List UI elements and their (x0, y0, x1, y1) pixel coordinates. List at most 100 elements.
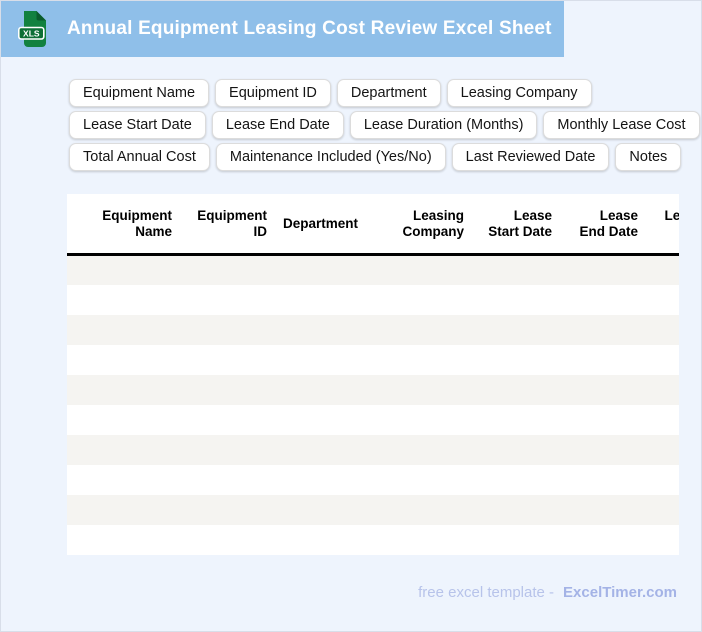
table-row (67, 284, 679, 315)
table-cell (382, 434, 474, 465)
table-cell (182, 494, 277, 525)
table-cell (562, 344, 648, 375)
tag-row-2: Lease Start Date Lease End Date Lease Du… (69, 111, 700, 139)
tag-lease-duration[interactable]: Lease Duration (Months) (349, 111, 538, 139)
tag-lease-end-date[interactable]: Lease End Date (211, 111, 344, 139)
column-header-equipment-id: Equipment ID (182, 194, 277, 256)
table-cell (182, 314, 277, 345)
table-cell (67, 284, 182, 315)
table-cell (562, 434, 648, 465)
tag-lease-start-date[interactable]: Lease Start Date (69, 111, 206, 139)
tag-last-reviewed-date[interactable]: Last Reviewed Date (451, 143, 610, 171)
table-cell (474, 284, 562, 315)
table-row (67, 404, 679, 435)
table-cell (562, 284, 648, 315)
tag-row-1: Equipment Name Equipment ID Department L… (69, 79, 700, 107)
table-cell (382, 314, 474, 345)
table-cell (648, 404, 679, 435)
table-cell (382, 284, 474, 315)
tag-department[interactable]: Department (336, 79, 441, 107)
table-cell (182, 284, 277, 315)
footer-text: free excel template - (418, 584, 555, 601)
table-cell (182, 344, 277, 375)
table-cell (562, 374, 648, 405)
table-cell (67, 524, 182, 555)
table-cell (648, 494, 679, 525)
tag-notes[interactable]: Notes (615, 143, 682, 171)
table-cell (474, 344, 562, 375)
column-header-department: Department (277, 194, 382, 256)
table-cell (182, 434, 277, 465)
table-cell (474, 494, 562, 525)
column-header-lease-duration: Lease Duration (Months) (648, 194, 679, 256)
table-cell (277, 404, 382, 435)
title-bar: XLS Annual Equipment Leasing Cost Review… (1, 1, 564, 57)
page-title: Annual Equipment Leasing Cost Review Exc… (67, 18, 552, 39)
column-header-lease-start-date: Lease Start Date (474, 194, 562, 256)
table-cell (474, 464, 562, 495)
table-cell (67, 434, 182, 465)
tag-maintenance-included[interactable]: Maintenance Included (Yes/No) (215, 143, 446, 171)
tag-equipment-name[interactable]: Equipment Name (69, 79, 210, 107)
column-header-lease-end-date: Lease End Date (562, 194, 648, 256)
xls-icon-label: XLS (23, 28, 40, 38)
table-cell (474, 434, 562, 465)
footer-brand-link[interactable]: ExcelTimer.com (563, 584, 677, 601)
column-header-equipment-name: Equipment Name (67, 194, 182, 256)
table-body (67, 254, 679, 555)
table-cell (67, 314, 182, 345)
table-cell (474, 254, 562, 285)
table-cell (648, 464, 679, 495)
xls-file-icon: XLS (17, 10, 49, 48)
table-cell (648, 524, 679, 555)
table-cell (562, 404, 648, 435)
table-cell (474, 524, 562, 555)
table-cell (562, 314, 648, 345)
table-cell (562, 254, 648, 285)
preview-table: Equipment Name Equipment ID Department L… (67, 194, 679, 555)
table-cell (648, 434, 679, 465)
tag-monthly-lease-cost[interactable]: Monthly Lease Cost (543, 111, 700, 139)
table-cell (474, 404, 562, 435)
table-cell (382, 494, 474, 525)
field-tag-list: Equipment Name Equipment ID Department L… (69, 79, 700, 171)
table-cell (562, 464, 648, 495)
table-cell (277, 374, 382, 405)
table-cell (474, 314, 562, 345)
table-cell (67, 254, 182, 285)
footer: free excel template - ExcelTimer.com (418, 584, 677, 601)
table-cell (277, 464, 382, 495)
table-cell (182, 404, 277, 435)
table-cell (277, 434, 382, 465)
table-cell (277, 344, 382, 375)
table-cell (382, 344, 474, 375)
table-cell (382, 464, 474, 495)
table-row (67, 254, 679, 285)
tag-equipment-id[interactable]: Equipment ID (215, 79, 331, 107)
table-cell (382, 524, 474, 555)
table-cell (67, 464, 182, 495)
table-header-row: Equipment Name Equipment ID Department L… (67, 194, 679, 256)
table-row (67, 374, 679, 405)
table-cell (67, 344, 182, 375)
table-cell (182, 464, 277, 495)
table-cell (382, 254, 474, 285)
tag-total-annual-cost[interactable]: Total Annual Cost (69, 143, 210, 171)
table-cell (277, 284, 382, 315)
table-cell (277, 254, 382, 285)
table-cell (277, 314, 382, 345)
table-cell (277, 524, 382, 555)
table-cell (648, 314, 679, 345)
table-row (67, 314, 679, 345)
preview-table-container: Equipment Name Equipment ID Department L… (67, 194, 679, 555)
table-cell (382, 374, 474, 405)
table-cell (562, 494, 648, 525)
table-cell (67, 374, 182, 405)
table-cell (382, 404, 474, 435)
table-cell (67, 494, 182, 525)
table-row (67, 494, 679, 525)
tag-row-3: Total Annual Cost Maintenance Included (… (69, 143, 700, 171)
table-cell (562, 524, 648, 555)
tag-leasing-company[interactable]: Leasing Company (446, 79, 592, 107)
